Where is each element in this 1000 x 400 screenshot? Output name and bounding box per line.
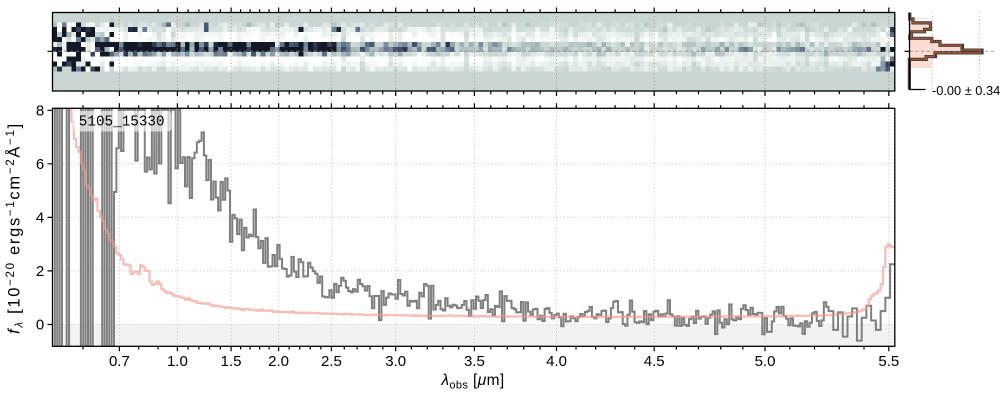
svg-text:4: 4 [36, 210, 44, 227]
svg-text:4.0: 4.0 [546, 353, 567, 370]
svg-text:5105_15330: 5105_15330 [79, 114, 165, 130]
svg-text:6: 6 [36, 156, 44, 173]
svg-text:3.0: 3.0 [385, 353, 406, 370]
svg-text:5.0: 5.0 [755, 353, 776, 370]
svg-text:2: 2 [36, 263, 44, 280]
svg-text:5.5: 5.5 [878, 353, 899, 370]
svg-text:fλ [10−20 ergs−1cm−2Å−1]: fλ [10−20 ergs−1cm−2Å−1] [5, 122, 26, 334]
svg-text:4.5: 4.5 [644, 353, 665, 370]
svg-text:0: 0 [36, 317, 44, 334]
svg-text:1.0: 1.0 [167, 353, 188, 370]
svg-text:1.5: 1.5 [221, 353, 242, 370]
svg-text:λobs [μm]: λobs [μm] [440, 372, 504, 391]
svg-text:-0.00 ± 0.34: -0.00 ± 0.34 [932, 83, 1000, 98]
svg-text:3.5: 3.5 [464, 353, 485, 370]
svg-text:2.5: 2.5 [321, 353, 342, 370]
svg-text:8: 8 [36, 103, 44, 120]
svg-text:2.0: 2.0 [268, 353, 289, 370]
svg-text:0.7: 0.7 [109, 353, 130, 370]
